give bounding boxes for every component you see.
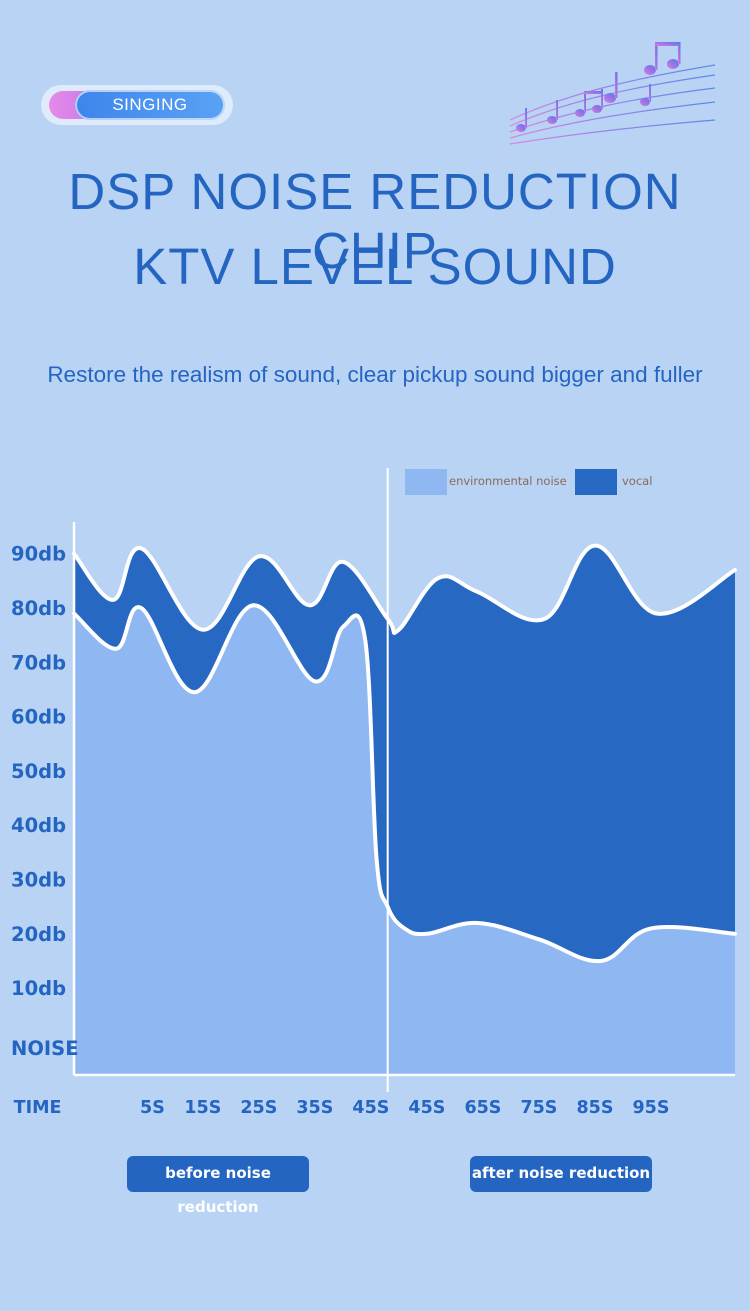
legend-label-environmental-noise: environmental noise bbox=[449, 474, 567, 488]
x-tick-label: TIME bbox=[14, 1098, 62, 1118]
subtitle: Restore the realism of sound, clear pick… bbox=[47, 362, 703, 387]
y-tick-label: 20db bbox=[11, 923, 66, 946]
x-tick-label: 75S bbox=[520, 1098, 557, 1118]
environmental-noise-curve bbox=[72, 603, 737, 964]
x-tick-label: 35S bbox=[296, 1098, 333, 1118]
music-notes-icon bbox=[509, 42, 716, 145]
y-tick-label: 70db bbox=[11, 651, 66, 674]
x-tick-label: 25S bbox=[240, 1098, 277, 1118]
x-tick-label: 65S bbox=[464, 1098, 501, 1118]
chart-areas bbox=[72, 543, 737, 1075]
y-tick-label: 80db bbox=[11, 597, 66, 620]
environmental-noise-area bbox=[74, 605, 735, 1075]
y-axis-labels: NOISE 10db 20db 30db 40db 50db 60db 70db 80db 90d… bbox=[11, 543, 79, 1060]
x-tick-label: 45S bbox=[352, 1098, 389, 1118]
x-tick-label: 95S bbox=[632, 1098, 669, 1118]
x-tick-label: 85S bbox=[576, 1098, 613, 1118]
headline-line-1: DSP NOISE REDUCTION CHIP bbox=[68, 163, 682, 279]
after-noise-reduction-button[interactable]: after noise reduction bbox=[470, 1156, 652, 1192]
x-axis-labels: TIME 5S 15S 25S 35S 45S 45S 65S 75S 85S 95S bbox=[14, 1098, 670, 1118]
headline-line-2: KTV LEVEL SOUND bbox=[133, 238, 617, 295]
before-noise-reduction-button[interactable]: before noise reduction bbox=[127, 1156, 309, 1216]
x-tick-label: 5S bbox=[140, 1098, 165, 1118]
y-tick-label: 40db bbox=[11, 814, 66, 837]
y-tick-label: 30db bbox=[11, 869, 66, 892]
legend-swatch-environmental-noise bbox=[405, 469, 447, 495]
y-tick-label: 90db bbox=[11, 543, 66, 566]
y-tick-label: 10db bbox=[11, 977, 66, 1000]
chart-legend: environmental noise vocal bbox=[405, 469, 652, 495]
singing-badge[interactable]: SINGING bbox=[41, 85, 233, 125]
y-tick-label: NOISE bbox=[11, 1037, 79, 1060]
x-tick-label: 45S bbox=[408, 1098, 445, 1118]
badge-label: SINGING bbox=[75, 90, 225, 120]
x-tick-label: 15S bbox=[184, 1098, 221, 1118]
legend-swatch-vocal bbox=[575, 469, 617, 495]
legend-label-vocal: vocal bbox=[622, 474, 652, 488]
chart-axes bbox=[72, 468, 735, 1092]
y-tick-label: 60db bbox=[11, 706, 66, 729]
y-tick-label: 50db bbox=[11, 760, 66, 783]
